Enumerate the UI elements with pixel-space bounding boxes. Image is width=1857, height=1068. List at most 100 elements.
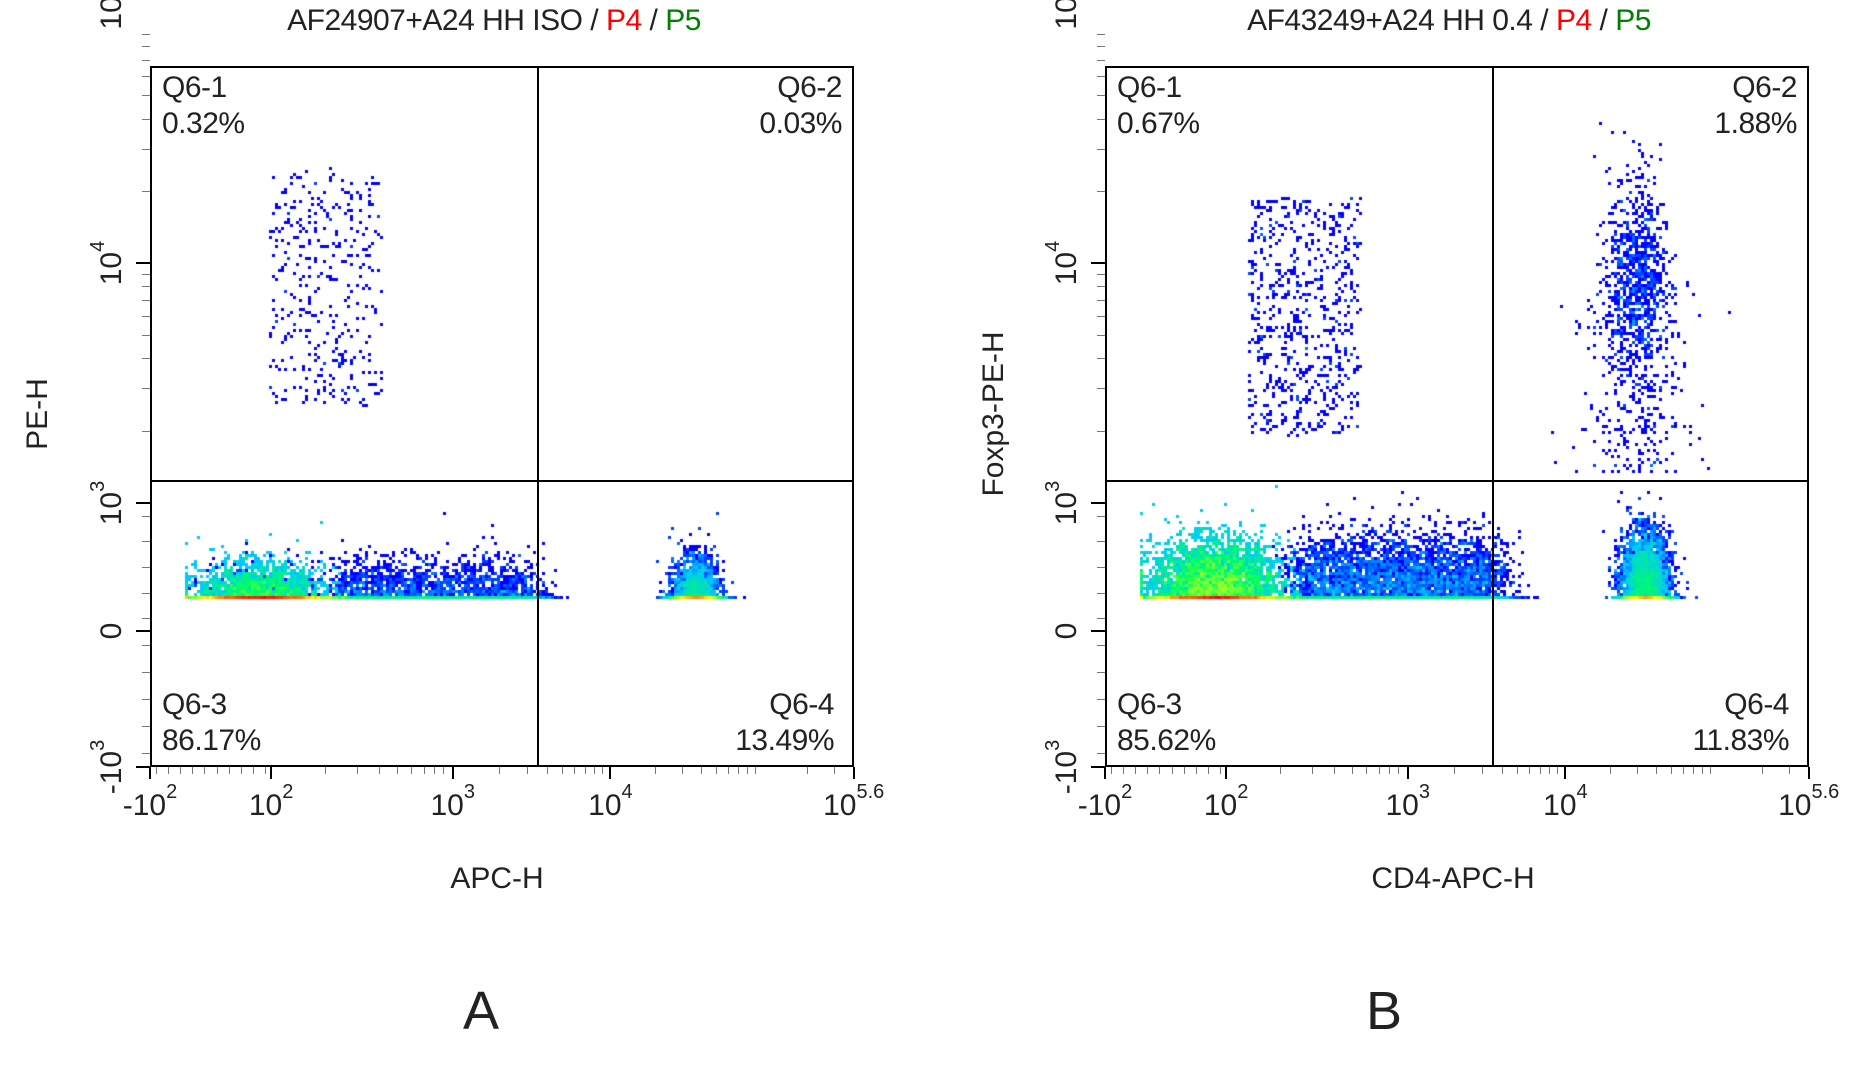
minor-tick <box>356 767 358 774</box>
minor-tick <box>1501 767 1503 774</box>
minor-tick <box>499 767 501 774</box>
minor-tick <box>1111 767 1113 774</box>
tick-base: 10 <box>1543 789 1577 822</box>
minor-tick <box>1097 671 1105 673</box>
minor-tick <box>142 76 150 78</box>
tick-base: -10 <box>122 789 167 822</box>
x-axis-label: CD4-APC-H <box>1371 862 1535 895</box>
minor-tick <box>142 644 150 646</box>
y-tick-label: -103 <box>1042 740 1084 794</box>
quadrant-gate-horizontal[interactable] <box>152 480 852 483</box>
minor-tick <box>423 767 425 774</box>
quadrant-percent: 11.83% <box>1692 724 1789 757</box>
minor-tick <box>1097 46 1105 48</box>
minor-tick <box>1220 767 1222 774</box>
panel-label: B <box>1365 981 1403 1041</box>
minor-tick <box>1311 767 1313 774</box>
minor-tick <box>379 767 381 774</box>
minor-tick <box>1655 767 1657 774</box>
minor-tick <box>834 767 836 774</box>
y-tick-label: 0 <box>95 623 129 640</box>
minor-tick <box>1539 767 1541 774</box>
minor-tick <box>1097 566 1105 568</box>
major-tick <box>1091 501 1105 504</box>
minor-tick <box>1195 767 1197 774</box>
tick-exponent: 2 <box>166 781 178 803</box>
minor-tick <box>1097 753 1105 755</box>
minor-tick <box>574 767 576 774</box>
major-tick <box>609 767 612 779</box>
x-tick-label: -102 <box>1078 781 1132 823</box>
minor-tick <box>180 767 182 774</box>
tick-base: 10 <box>430 789 464 822</box>
minor-tick <box>142 358 150 360</box>
minor-tick <box>1097 316 1105 318</box>
minor-tick <box>1097 699 1105 700</box>
tick-exponent: 4 <box>1042 240 1064 252</box>
tick-base: 10 <box>1050 491 1083 525</box>
tick-base: 10 <box>823 789 857 822</box>
minor-tick <box>681 767 683 774</box>
y-tick-label: 104 <box>87 241 129 286</box>
minor-tick <box>1366 767 1368 774</box>
minor-tick <box>240 767 242 774</box>
major-tick <box>149 767 151 779</box>
quadrant-percent: 0.67% <box>1117 107 1200 140</box>
minor-tick <box>142 592 150 594</box>
minor-tick <box>1097 148 1105 150</box>
minor-tick <box>142 60 150 62</box>
plot-area: Q6-1 0.32% Q6-2 0.03% Q6-3 86.17% Q6-4 13.49% <box>150 66 854 767</box>
major-tick <box>1807 767 1810 779</box>
minor-tick <box>1159 767 1161 774</box>
tick-base: 10 <box>95 0 128 30</box>
minor-tick <box>1097 273 1105 275</box>
tick-base: 0 <box>95 622 128 640</box>
minor-tick <box>594 767 596 774</box>
minor-tick <box>1549 767 1551 774</box>
minor-tick <box>443 767 445 774</box>
minor-tick <box>602 767 604 774</box>
quadrant-name: Q6-2 <box>777 71 842 104</box>
minor-tick <box>142 515 150 517</box>
minor-tick <box>1207 767 1209 774</box>
minor-tick <box>142 671 150 673</box>
tick-exponent: 3 <box>1042 739 1064 751</box>
y-tick-label: 103 <box>87 480 129 525</box>
y-tick-label: -103 <box>87 740 129 795</box>
minor-tick <box>1454 767 1456 774</box>
minor-tick <box>142 430 150 432</box>
title-sample: AF43249+A24 HH 0.4 <box>1247 4 1533 37</box>
minor-tick <box>1097 541 1105 543</box>
minor-tick <box>737 767 739 774</box>
quadrant-gate-vertical[interactable] <box>1491 68 1494 765</box>
major-tick <box>136 766 150 768</box>
minor-tick <box>142 148 150 150</box>
minor-tick <box>526 767 528 774</box>
minor-tick <box>746 767 748 774</box>
minor-tick <box>1529 767 1531 774</box>
tick-base: 10 <box>95 491 128 525</box>
tick-exponent: 3 <box>87 480 109 492</box>
minor-tick <box>265 767 267 774</box>
tick-base: -10 <box>95 750 128 795</box>
tick-exponent: 3 <box>1418 781 1430 803</box>
quadrant-name: Q6-3 <box>162 688 227 721</box>
major-tick <box>136 261 150 264</box>
quadrant-percent: 1.88% <box>1714 107 1797 140</box>
tick-base: 10 <box>1050 251 1083 286</box>
tick-exponent: 4 <box>621 781 633 803</box>
quadrant-gate-vertical[interactable] <box>536 68 539 765</box>
quadrant-percent: 0.32% <box>162 107 245 140</box>
minor-tick <box>1097 190 1105 192</box>
major-tick <box>136 630 150 632</box>
minor-tick <box>228 767 230 774</box>
title-gate-p5: P5 <box>665 4 701 37</box>
quadrant-gate-horizontal[interactable] <box>1107 480 1807 483</box>
minor-tick <box>700 767 702 774</box>
minor-tick <box>1097 358 1105 360</box>
major-tick <box>1091 766 1105 768</box>
minor-tick <box>1123 767 1125 774</box>
tick-base: 10 <box>248 789 283 822</box>
minor-tick <box>1378 767 1380 774</box>
minor-tick <box>142 34 150 36</box>
